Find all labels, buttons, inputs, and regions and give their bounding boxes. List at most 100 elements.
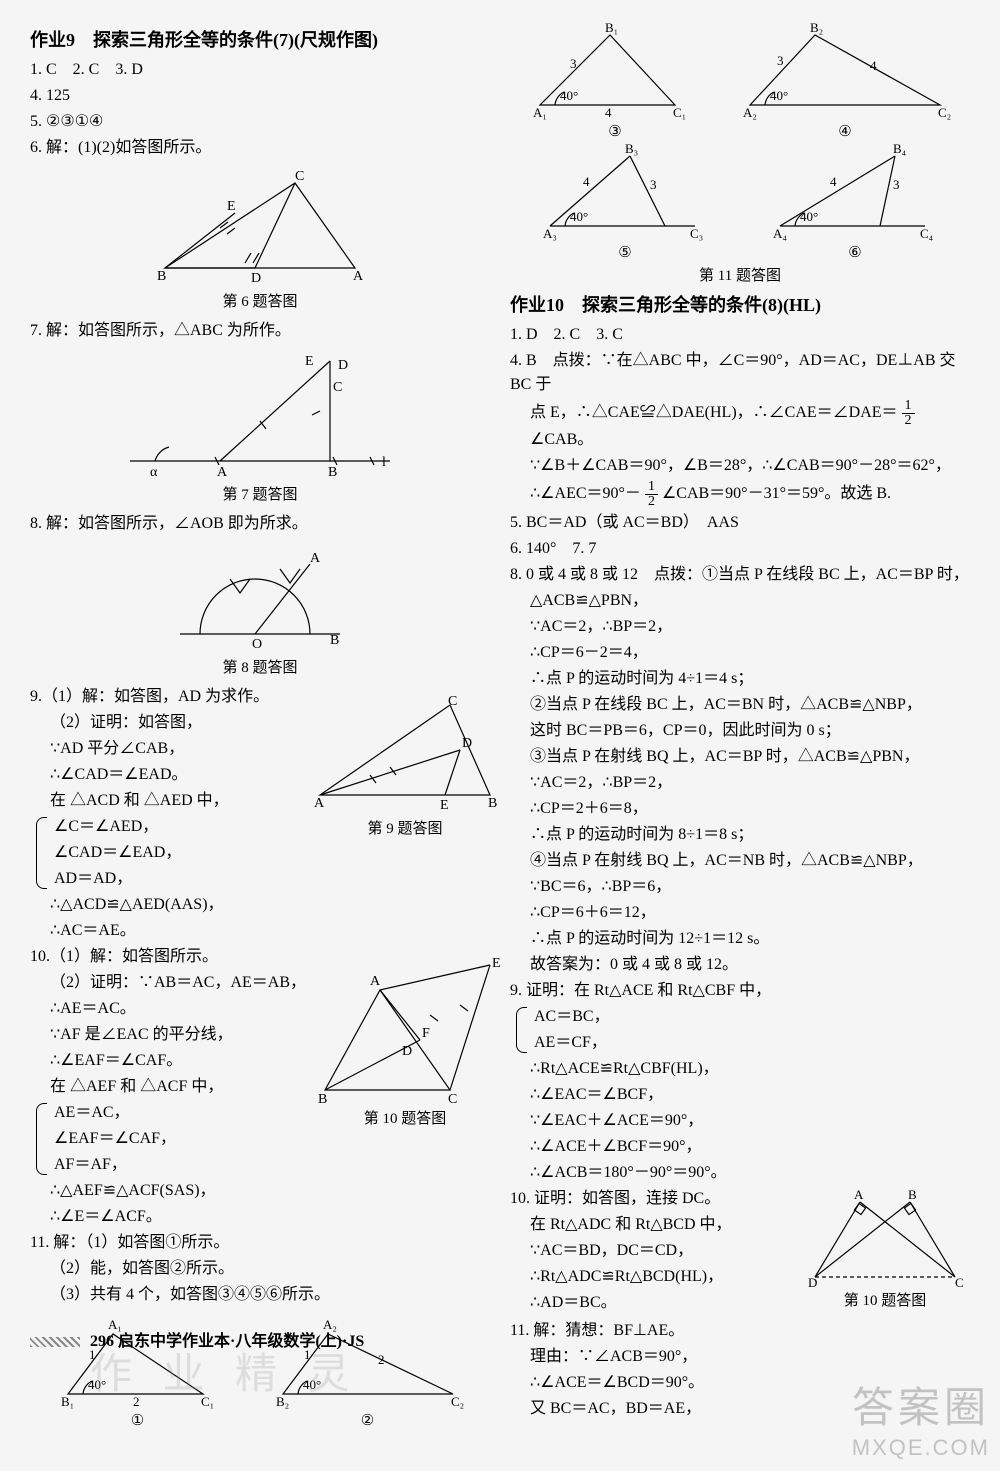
r-q8m: ∵BC＝6，∴BP＝6，	[510, 875, 970, 899]
r-q4d-pre: ∴∠AEC＝90°－	[530, 485, 641, 502]
fig11-row2: A₁C₁ B₁ 40° 34 ③ A₂C₂ B₂	[510, 20, 970, 141]
q4: 4. 125	[30, 84, 490, 108]
svg-text:E: E	[440, 798, 449, 813]
left-column: 作业9 探索三角形全等的条件(7)(尺规作图) 1. C 2. C 3. D 4…	[30, 20, 490, 1430]
r-q9g: ∴∠ACB＝180°－90°＝90°。	[510, 1161, 970, 1185]
r-q9b2: AE＝CF，	[534, 1031, 970, 1055]
svg-text:F: F	[422, 1026, 430, 1041]
svg-text:l: l	[382, 455, 386, 470]
svg-text:4: 4	[583, 174, 590, 189]
r-q6: 6. 140° 7. 7	[510, 537, 970, 561]
q10-8: ∴∠E＝∠ACF。	[30, 1205, 490, 1229]
fig11-caption: 第 11 题答图	[510, 264, 970, 285]
q8: 8. 解：如答图所示，∠AOB 即为所求。	[30, 512, 490, 536]
fig11-5: A₃C₃ B₃ 40° 43 ⑤	[535, 141, 715, 262]
fig8-svg: O B A	[160, 544, 360, 654]
fig6-caption: 第 6 题答图	[30, 290, 490, 311]
svg-text:C: C	[295, 169, 304, 184]
r-q9d: ∴∠EAC＝∠BCF，	[510, 1083, 970, 1107]
fig11-6: A₄C₄ B₄ 40° 43 ⑥	[765, 141, 945, 262]
r-q9-brace: AC＝BC， AE＝CF，	[510, 1005, 970, 1055]
q1-3: 1. C 2. C 3. D	[30, 58, 490, 82]
svg-text:3: 3	[570, 56, 577, 71]
svg-text:2: 2	[378, 1352, 385, 1367]
r-q8l: ④当点 P 在射线 BQ 上，AC＝NB 时，△ACB≌△NBP，	[510, 849, 970, 873]
svg-text:E: E	[492, 956, 500, 971]
fig10r-caption: 第 10 题答图	[800, 1289, 970, 1310]
fig6: B A C D E 第 6 题答图	[30, 168, 490, 311]
r-q11a: 11. 解：猜想：BF⊥AE。	[510, 1319, 970, 1343]
svg-text:B₁: B₁	[61, 1394, 74, 1409]
fig11b-num: ②	[268, 1411, 468, 1430]
r-q8c: ∵AC＝2，∴BP＝2，	[510, 615, 970, 639]
watermark-bottom-right: 答案圈 MXQE.COM	[852, 1374, 990, 1461]
svg-text:α: α	[150, 465, 158, 480]
fig11a-num: ①	[53, 1411, 223, 1430]
q9-7: ∴AC＝AE。	[30, 919, 490, 943]
r-q8e: ∴点 P 的运动时间为 4÷1＝4 s；	[510, 667, 970, 691]
fig11-4-num: ④	[735, 122, 955, 141]
footer-hatch-icon	[30, 1337, 80, 1347]
fig6-svg: B A C D E	[145, 168, 375, 288]
fig9: AB CD E 第 9 题答图	[310, 695, 500, 838]
q11-3: （3）共有 4 个，如答图③④⑤⑥所示。	[30, 1283, 490, 1307]
r-q4d-post: ∠CAB＝90°－31°＝59°。故选 B.	[662, 485, 891, 502]
svg-text:A: A	[314, 796, 325, 811]
svg-text:4: 4	[830, 174, 837, 189]
q11-1: 11. 解：（1）如答图①所示。	[30, 1231, 490, 1255]
svg-text:3: 3	[893, 177, 900, 192]
r-q8g: 这时 BC＝PB＝6，CP＝0，因此时间为 0 s；	[510, 719, 970, 743]
svg-text:A₄: A₄	[773, 226, 787, 241]
r-q8k: ∴点 P 的运动时间为 8÷1＝8 s；	[510, 823, 970, 847]
r-q5: 5. BC＝AD（或 AC＝BD） AAS	[510, 511, 970, 535]
svg-text:D: D	[338, 358, 348, 373]
watermark-br-big: 答案圈	[852, 1374, 990, 1435]
q5: 5. ②③①④	[30, 110, 490, 134]
svg-text:E: E	[305, 354, 314, 369]
svg-text:C: C	[448, 695, 457, 709]
fig9-caption: 第 9 题答图	[310, 817, 500, 838]
svg-text:B: B	[908, 1187, 917, 1202]
svg-text:A₂: A₂	[743, 105, 757, 120]
svg-text:B₄: B₄	[893, 141, 907, 156]
svg-text:E: E	[227, 199, 236, 214]
svg-text:4: 4	[605, 105, 612, 120]
svg-text:C₄: C₄	[920, 226, 934, 241]
frac-half-1: 12	[902, 399, 915, 428]
r-q9c: ∴Rt△ACE≌Rt△CBF(HL)，	[510, 1057, 970, 1081]
svg-text:C₂: C₂	[451, 1394, 464, 1409]
fig11-row3: A₃C₃ B₃ 40° 43 ⑤	[510, 141, 970, 262]
hw9-title: 作业9 探索三角形全等的条件(7)(尺规作图)	[30, 26, 490, 52]
q9-6: ∴△ACD≌△AED(AAS)，	[30, 893, 490, 917]
q6: 6. 解：(1)(2)如答图所示。	[30, 136, 490, 160]
svg-text:A: A	[854, 1187, 864, 1202]
r-q8f: ②当点 P 在线段 BC 上，AC＝BN 时，△ACB≌△NBP，	[510, 693, 970, 717]
r-q9f: ∴∠ACE＋∠BCF＝90°，	[510, 1135, 970, 1159]
r-q4b-post: ∠CAB。	[530, 431, 593, 448]
r-q8o: ∴点 P 的运动时间为 12÷1＝12 s。	[510, 927, 970, 951]
svg-text:D: D	[808, 1275, 817, 1287]
svg-text:C: C	[955, 1275, 964, 1287]
svg-text:40°: 40°	[570, 209, 588, 224]
fig10-svg: BC AE FD	[310, 955, 500, 1105]
svg-text:C: C	[333, 380, 342, 395]
fig9-svg: AB CD E	[310, 695, 500, 815]
svg-text:4: 4	[870, 58, 877, 73]
q7: 7. 解：如答图所示，△ABC 为所作。	[30, 319, 490, 343]
svg-text:B₂: B₂	[810, 20, 823, 35]
fig8: O B A 第 8 题答图	[30, 544, 490, 677]
r-q9a: 9. 证明：在 Rt△ACE 和 Rt△CBF 中，	[510, 979, 970, 1003]
svg-text:C₃: C₃	[690, 226, 703, 241]
svg-text:B: B	[488, 796, 497, 811]
hw10-title: 作业10 探索三角形全等的条件(8)(HL)	[510, 291, 970, 317]
fig7-svg: α A B l C D E	[120, 351, 400, 481]
fig10: BC AE FD 第 10 题答图	[310, 955, 500, 1128]
q10-b3: AF＝AF，	[54, 1153, 490, 1177]
svg-text:40°: 40°	[800, 209, 818, 224]
frac-half-2: 12	[645, 480, 658, 509]
fig7: α A B l C D E 第 7 题答图	[30, 351, 490, 504]
r-q4d: ∴∠AEC＝90°－ 12 ∠CAB＝90°－31°＝59°。故选 B.	[510, 480, 970, 509]
svg-text:B: B	[157, 269, 166, 284]
r-q1-3: 1. D 2. C 3. C	[510, 323, 970, 347]
r-q8d: ∴CP＝6－2＝4，	[510, 641, 970, 665]
